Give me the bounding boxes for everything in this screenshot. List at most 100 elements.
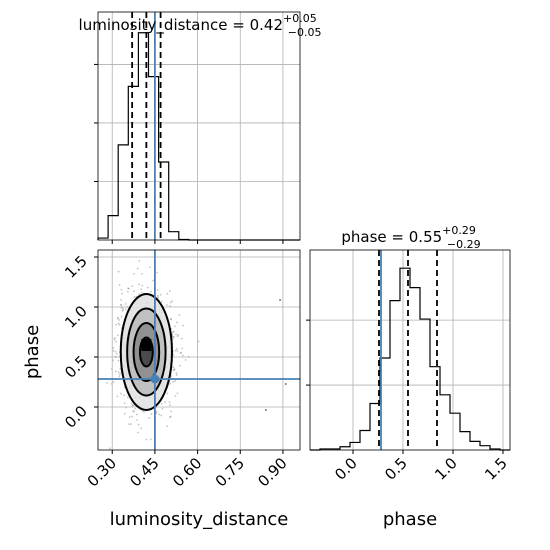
scatter-point bbox=[168, 401, 171, 403]
scatter-point bbox=[124, 303, 127, 305]
scatter-point bbox=[165, 304, 168, 306]
yticks-phase-hist bbox=[306, 319, 310, 386]
scatter-point bbox=[172, 369, 175, 372]
scatter-point bbox=[150, 413, 153, 416]
scatter-point bbox=[137, 423, 140, 426]
frame-bottom-left bbox=[97, 249, 301, 451]
y-tick-label: 0.5 bbox=[61, 352, 91, 382]
scatter-point bbox=[116, 334, 119, 337]
scatter-point bbox=[169, 382, 172, 385]
scatter-point bbox=[123, 412, 126, 415]
scatter-point bbox=[123, 402, 126, 405]
quantile-lines-luminosity-distance bbox=[131, 12, 162, 240]
scatter-point bbox=[118, 319, 121, 321]
scatter-point bbox=[264, 409, 267, 411]
bottom-left-panel: 0.30 0.45 0.60 0.75 0.90 0.0 0.5 1.0 1.5 bbox=[61, 249, 301, 490]
scatter-point bbox=[121, 292, 124, 295]
density-fills bbox=[120, 294, 172, 410]
xticks-luminosity-distance-hist bbox=[111, 240, 284, 244]
scatter-point bbox=[122, 308, 124, 311]
scatter-point bbox=[166, 425, 169, 428]
contour-line bbox=[132, 322, 161, 382]
scatter-point bbox=[166, 392, 169, 395]
xticks-phase: 0.0 0.5 1.0 1.5 bbox=[331, 450, 511, 484]
scatter-point bbox=[174, 349, 177, 352]
scatter-point bbox=[120, 315, 123, 318]
scatter-point bbox=[172, 331, 175, 333]
scatter-point bbox=[120, 392, 122, 395]
scatter-point bbox=[284, 383, 287, 385]
scatter-point bbox=[131, 404, 134, 407]
scatter-point bbox=[130, 402, 133, 405]
scatter-point bbox=[173, 325, 176, 328]
title-luminosity-distance: luminosity_distance = 0.42+0.05 −0.05 bbox=[79, 12, 322, 39]
scatter-point bbox=[169, 415, 172, 418]
scatter-point bbox=[115, 340, 118, 343]
scatter-point bbox=[124, 308, 127, 311]
scatter-point bbox=[120, 304, 122, 306]
scatter-point bbox=[184, 359, 187, 361]
scatter-point bbox=[169, 305, 172, 307]
scatter-point bbox=[112, 347, 115, 349]
scatter-point bbox=[117, 371, 120, 374]
title-phase: phase = 0.55+0.29 −0.29 bbox=[341, 224, 480, 251]
scatter-point bbox=[174, 395, 177, 397]
scatter-point bbox=[126, 396, 129, 399]
yticks-phase: 0.0 0.5 1.0 1.5 bbox=[61, 252, 98, 432]
scatter-point bbox=[127, 287, 130, 290]
scatter-point bbox=[149, 438, 152, 441]
scatter-point bbox=[141, 273, 143, 275]
scatter-point bbox=[106, 382, 108, 384]
scatter-point bbox=[158, 413, 161, 416]
scatter-point bbox=[138, 283, 140, 286]
scatter-point bbox=[180, 351, 183, 354]
scatter-point bbox=[130, 423, 133, 426]
scatter-point bbox=[161, 300, 163, 303]
y-tick-label: 0.0 bbox=[61, 402, 91, 432]
scatter-point bbox=[132, 273, 135, 275]
scatter-point bbox=[109, 447, 111, 450]
scatter-point bbox=[116, 352, 118, 355]
scatter-point bbox=[181, 347, 183, 350]
scatter-point bbox=[152, 279, 154, 282]
scatter-point bbox=[180, 337, 183, 340]
scatter-point bbox=[156, 289, 159, 291]
scatter-point bbox=[118, 375, 120, 378]
scatter-point bbox=[168, 290, 171, 292]
scatter-point bbox=[121, 310, 124, 312]
scatter-point bbox=[136, 413, 138, 416]
scatter-point bbox=[134, 407, 137, 410]
scatter-point bbox=[136, 419, 139, 421]
scatter-point bbox=[112, 349, 115, 352]
ylabel-phase: phase bbox=[22, 325, 43, 379]
scatter-point bbox=[149, 290, 152, 293]
scatter-point bbox=[112, 359, 115, 362]
xlabel-luminosity-distance: luminosity_distance bbox=[110, 509, 289, 530]
density-contours bbox=[119, 293, 173, 411]
scatter-point bbox=[175, 321, 178, 324]
scatter-point bbox=[172, 366, 175, 369]
y-tick-label: 1.5 bbox=[61, 252, 91, 282]
scatter-point bbox=[136, 267, 139, 270]
scatter-point bbox=[120, 298, 122, 301]
scatter-point bbox=[113, 338, 116, 341]
xticks-luminosity-distance: 0.30 0.45 0.60 0.75 0.90 bbox=[84, 450, 291, 490]
scatter-point bbox=[140, 427, 143, 430]
scatter-point bbox=[197, 340, 200, 343]
scatter-point bbox=[148, 417, 151, 419]
scatter-point bbox=[175, 347, 178, 350]
scatter-point bbox=[138, 259, 141, 262]
scatter-point bbox=[112, 381, 115, 383]
scatter-point bbox=[131, 415, 133, 418]
scatter-point bbox=[160, 414, 163, 417]
scatter-point bbox=[114, 337, 116, 339]
scatter-point bbox=[133, 290, 135, 293]
scatter-point bbox=[179, 352, 182, 355]
frame-bottom-right bbox=[309, 249, 511, 451]
scatter-point bbox=[128, 416, 131, 418]
density-peak bbox=[141, 339, 152, 351]
x-tick-label: 0.45 bbox=[126, 454, 162, 490]
scatter-point bbox=[117, 359, 120, 362]
scatter-point bbox=[116, 395, 119, 398]
